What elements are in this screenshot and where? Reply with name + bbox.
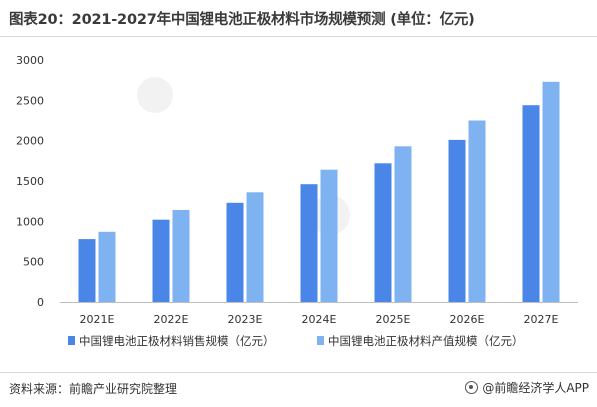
bar-output-2026E <box>468 120 486 302</box>
legend-label: 中国锂电池正极材料销售规模（亿元） <box>79 334 275 348</box>
bar-sales-2022E <box>152 219 170 302</box>
y-tick-label: 3000 <box>16 54 44 67</box>
x-tick-label: 2022E <box>154 313 189 326</box>
x-tick-label: 2021E <box>80 313 115 326</box>
bars <box>78 81 560 302</box>
bar-sales-2023E <box>226 202 244 302</box>
bar-sales-2021E <box>78 239 96 302</box>
source-note: 资料来源：前瞻产业研究院整理 <box>9 382 178 396</box>
bar-sales-2027E <box>522 105 540 302</box>
footer-divider <box>0 372 597 373</box>
x-axis-labels: 2021E 2022E 2023E 2024E 2025E 2026E 2027E <box>80 313 559 326</box>
bar-output-2024E <box>320 169 338 302</box>
y-tick-label: 1500 <box>16 175 44 188</box>
title-divider <box>0 36 597 37</box>
bar-output-2022E <box>172 210 190 302</box>
y-tick-label: 2500 <box>16 94 44 107</box>
y-axis-labels: 0 500 1000 1500 2000 2500 3000 <box>16 54 44 309</box>
legend-label: 中国锂电池正极材料产值规模（亿元） <box>328 334 524 348</box>
bar-chart: 0 500 1000 1500 2000 2500 3000 2021E 2022E 2023E… <box>16 54 578 348</box>
y-tick-label: 0 <box>37 296 44 309</box>
legend-swatch <box>68 336 75 345</box>
x-tick-label: 2026E <box>450 313 485 326</box>
bar-output-2025E <box>394 146 412 302</box>
legend-swatch <box>317 336 324 345</box>
brand-logo-icon <box>465 381 479 394</box>
bar-output-2023E <box>246 192 264 302</box>
bar-sales-2026E <box>448 139 466 302</box>
bar-output-2021E <box>98 231 116 302</box>
x-tick-label: 2025E <box>376 313 411 326</box>
bar-sales-2024E <box>300 184 318 302</box>
legend: 中国锂电池正极材料销售规模（亿元） 中国锂电池正极材料产值规模（亿元） <box>68 334 524 348</box>
y-tick-label: 2000 <box>16 135 44 148</box>
brand-label: @前瞻经济学人APP <box>482 381 589 395</box>
watermark-logo <box>137 77 173 113</box>
bar-sales-2025E <box>374 163 392 302</box>
x-tick-label: 2027E <box>524 313 559 326</box>
bar-output-2027E <box>542 81 560 302</box>
page-title: 图表20：2021-2027年中国锂电池正极材料市场规模预测 (单位：亿元) <box>9 12 475 28</box>
y-tick-label: 500 <box>23 256 44 269</box>
x-tick-label: 2023E <box>228 313 263 326</box>
y-tick-label: 1000 <box>16 215 44 228</box>
x-tick-label: 2024E <box>302 313 337 326</box>
brand-attribution: @前瞻经济学人APP <box>465 379 589 396</box>
